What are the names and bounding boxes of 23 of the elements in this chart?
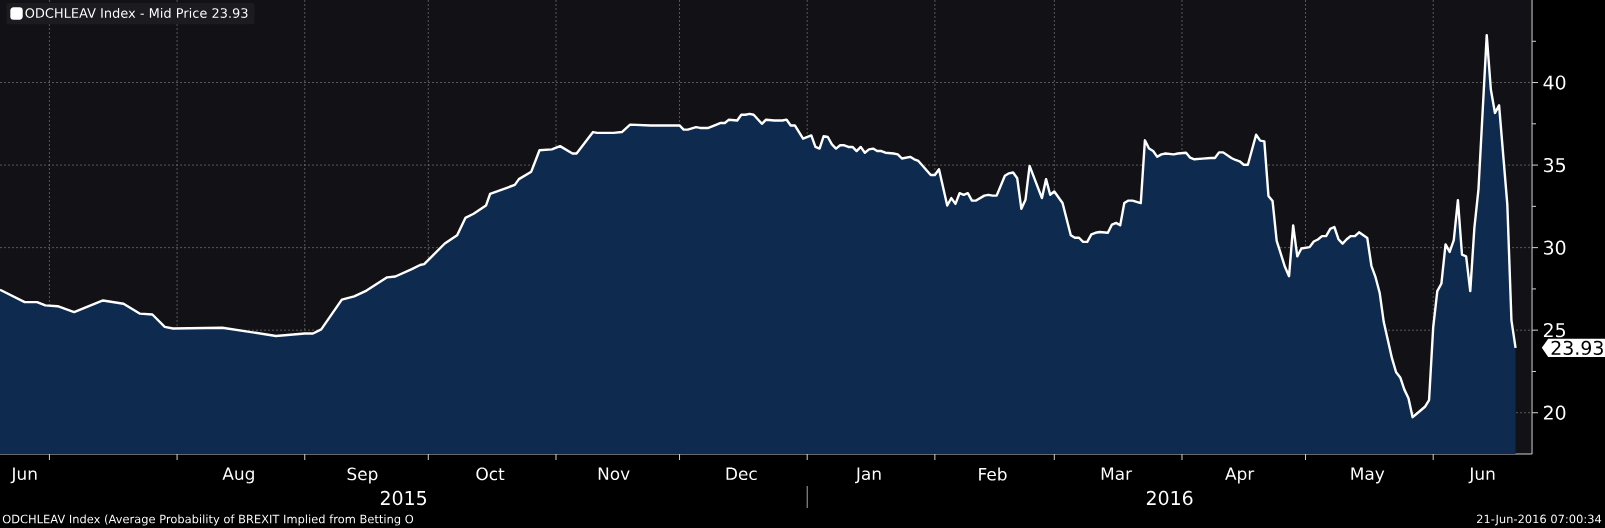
y-tick-label: 35 [1543, 157, 1565, 173]
x-tick-label: Sep [347, 467, 378, 484]
x-tick-label: Oct [476, 467, 505, 481]
y-tick-label: 30 [1543, 240, 1566, 255]
legend-label: ODCHLEAV Index - Mid Price 23.93 [25, 7, 248, 18]
text: 21-Jun-2016 07:00:34 [1477, 514, 1602, 526]
text: ODCHLEAV Index (Average Probability of BREXIT Implied from Betting O [2, 514, 414, 526]
x-tick-label: Jun [1468, 467, 1495, 484]
x-tick-label: Feb [979, 467, 1007, 481]
x-tick-label: Aug [222, 467, 254, 484]
y-tick-label: 25 [1543, 323, 1565, 338]
x-tick-label: Jun [10, 467, 37, 484]
x-tick-label: May [1351, 467, 1385, 484]
x-tick-label: Nov [598, 467, 630, 481]
x-tick-label: Dec [726, 467, 757, 481]
x-tick-label: Apr [1225, 467, 1255, 484]
y-tick-label: 20 [1543, 405, 1566, 420]
text: 2015 [380, 490, 427, 506]
x-tick-label: Mar [1101, 467, 1133, 481]
annotation: 23.93 [1551, 340, 1603, 355]
y-tick-label: 40 [1543, 75, 1566, 90]
text: 2016 [1146, 490, 1193, 506]
x-tick-label: Jan [855, 467, 881, 484]
